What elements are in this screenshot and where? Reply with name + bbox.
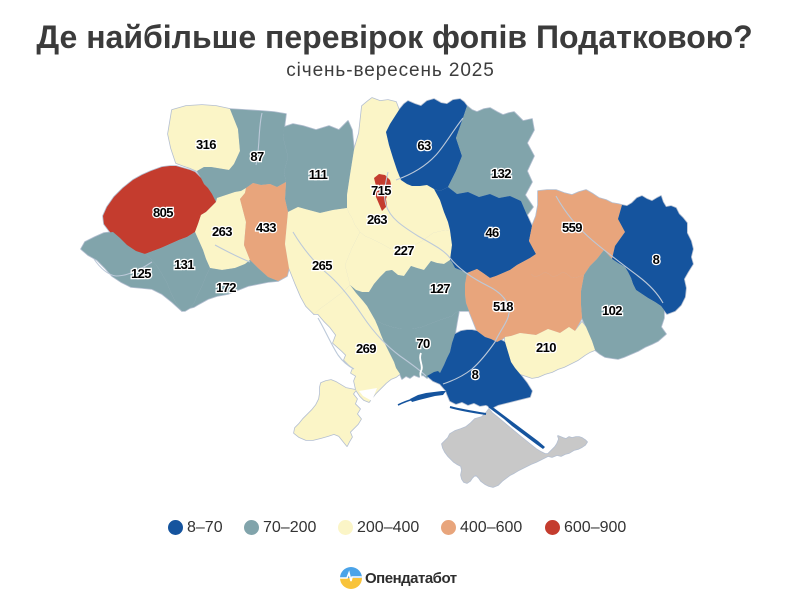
svg-text:87: 87 xyxy=(250,149,264,164)
svg-text:125: 125 xyxy=(131,266,151,281)
svg-text:8: 8 xyxy=(653,252,660,267)
svg-text:102: 102 xyxy=(602,303,622,318)
svg-text:227: 227 xyxy=(394,243,414,258)
svg-text:111: 111 xyxy=(309,167,328,182)
svg-text:559: 559 xyxy=(562,220,582,235)
svg-text:8: 8 xyxy=(472,367,479,382)
svg-text:63: 63 xyxy=(417,138,431,153)
svg-text:46: 46 xyxy=(485,225,499,240)
svg-text:316: 316 xyxy=(196,137,216,152)
svg-text:715: 715 xyxy=(371,183,391,198)
svg-text:127: 127 xyxy=(430,281,450,296)
svg-text:263: 263 xyxy=(367,212,387,227)
svg-text:172: 172 xyxy=(216,280,236,295)
svg-text:210: 210 xyxy=(536,340,556,355)
svg-text:269: 269 xyxy=(356,341,376,356)
svg-text:805: 805 xyxy=(153,205,173,220)
svg-text:132: 132 xyxy=(491,166,511,181)
svg-text:263: 263 xyxy=(212,224,232,239)
svg-text:70: 70 xyxy=(416,336,430,351)
svg-text:265: 265 xyxy=(312,258,332,273)
svg-text:131: 131 xyxy=(174,257,194,272)
svg-text:518: 518 xyxy=(493,299,513,314)
svg-text:433: 433 xyxy=(256,220,276,235)
